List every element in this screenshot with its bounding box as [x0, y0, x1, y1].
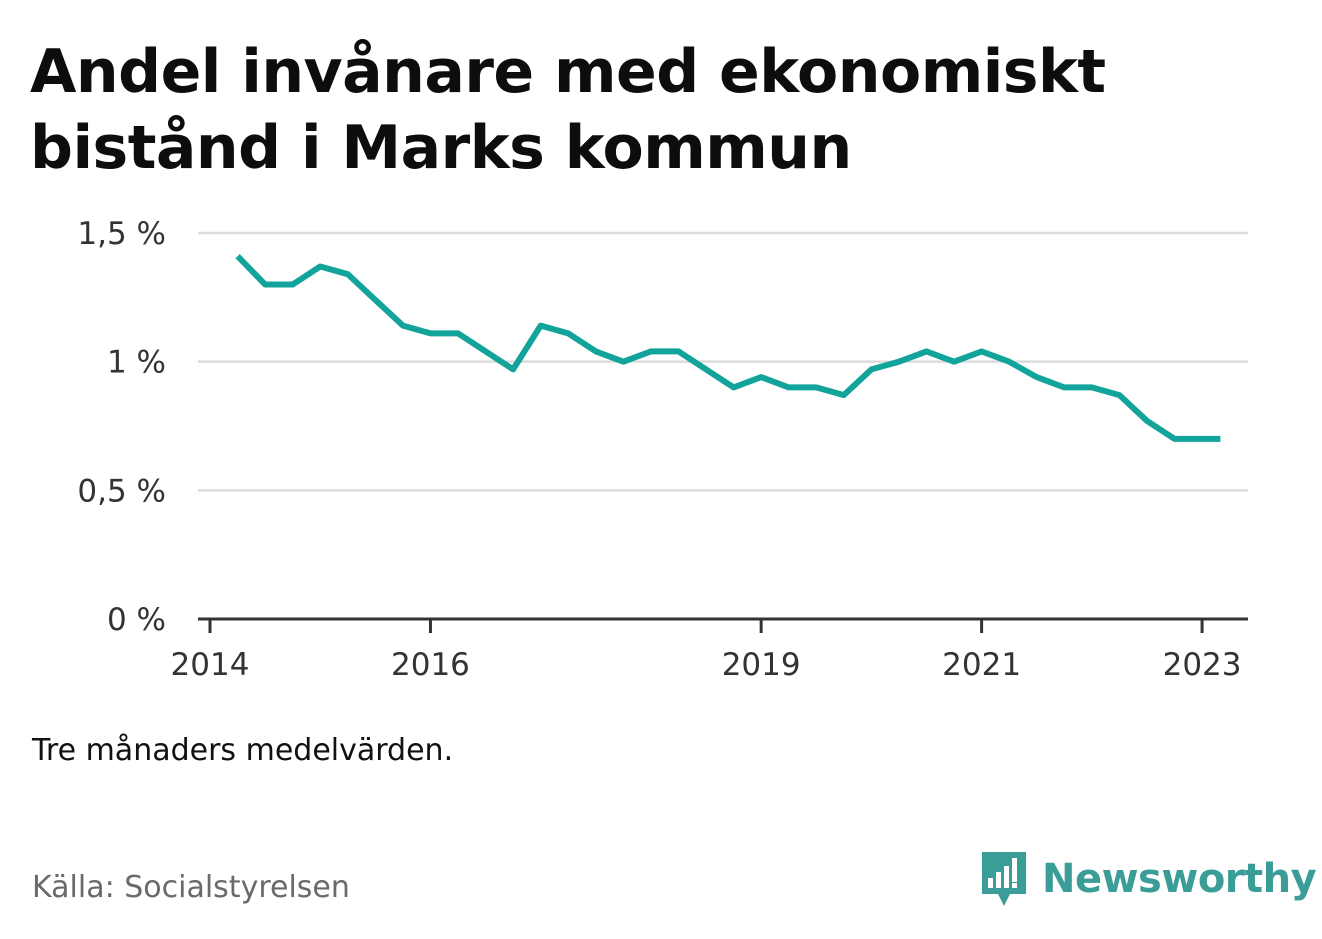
series-line: [235, 254, 1221, 442]
bar-chart-speech-bubble-icon: [982, 852, 1026, 906]
source-label: Källa: Socialstyrelsen: [32, 870, 350, 905]
x-axis: 2014 2016 2019 2021 2023: [171, 617, 1248, 683]
x-tick-label: 2014: [171, 647, 250, 683]
x-tick-label: 2023: [1163, 647, 1242, 683]
chart-title: Andel invånare med ekonomiskt bistånd i …: [30, 37, 1106, 183]
y-tick-label: 0,5 %: [77, 473, 166, 509]
line-chart: 0 % 0,5 % 1 % 1,5 % 2014 2016 2019 2021 2023: [77, 216, 1248, 683]
y-tick-label: 1,5 %: [77, 216, 166, 252]
brand-name: Newsworthy: [1042, 856, 1317, 902]
y-tick-label: 1 %: [107, 345, 166, 381]
plot-area: [235, 254, 1221, 442]
gridlines: [198, 231, 1248, 492]
chart-note: Tre månaders medelvärden.: [32, 733, 454, 768]
x-tick-label: 2019: [722, 647, 801, 683]
x-tick-label: 2021: [942, 647, 1021, 683]
x-tick-label: 2016: [391, 647, 470, 683]
y-axis-tick-labels: 0 % 0,5 % 1 % 1,5 %: [77, 216, 166, 638]
y-tick-label: 0 %: [107, 602, 166, 638]
newsworthy-logo[interactable]: Newsworthy: [980, 848, 1317, 910]
